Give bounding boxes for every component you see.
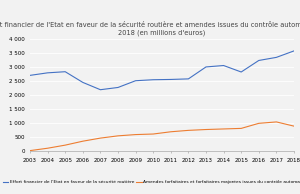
Effort financier de l'Etat en faveur de la sécurité routière	[274, 56, 278, 59]
Amendes forfaitaires et forfaitaires majorées issues du contrôle automatisé (RAE)	[292, 125, 296, 127]
Effort financier de l'Etat en faveur de la sécurité routière	[28, 74, 32, 76]
Amendes forfaitaires et forfaitaires majorées issues du contrôle automatisé (RAE)	[169, 131, 172, 133]
Amendes forfaitaires et forfaitaires majorées issues du contrôle automatisé (RAE)	[204, 128, 208, 131]
Amendes forfaitaires et forfaitaires majorées issues du contrôle automatisé (RAE)	[116, 135, 120, 137]
Effort financier de l'Etat en faveur de la sécurité routière	[292, 50, 296, 52]
Amendes forfaitaires et forfaitaires majorées issues du contrôle automatisé (RAE)	[63, 144, 67, 146]
Effort financier de l'Etat en faveur de la sécurité routière	[134, 80, 137, 82]
Effort financier de l'Etat en faveur de la sécurité routière	[116, 86, 120, 89]
Amendes forfaitaires et forfaitaires majorées issues du contrôle automatisé (RAE)	[239, 127, 243, 130]
Effort financier de l'Etat en faveur de la sécurité routière	[222, 64, 225, 67]
Amendes forfaitaires et forfaitaires majorées issues du contrôle automatisé (RAE)	[152, 133, 155, 135]
Effort financier de l'Etat en faveur de la sécurité routière	[169, 78, 172, 81]
Effort financier de l'Etat en faveur de la sécurité routière	[63, 71, 67, 73]
Amendes forfaitaires et forfaitaires majorées issues du contrôle automatisé (RAE)	[187, 129, 190, 132]
Effort financier de l'Etat en faveur de la sécurité routière	[152, 79, 155, 81]
Effort financier de l'Etat en faveur de la sécurité routière	[187, 78, 190, 80]
Amendes forfaitaires et forfaitaires majorées issues du contrôle automatisé (RAE)	[257, 122, 261, 125]
Legend: Effort financier de l'Etat en faveur de la sécurité routière, Amendes forfaitair: Effort financier de l'Etat en faveur de …	[1, 178, 300, 186]
Effort financier de l'Etat en faveur de la sécurité routière	[204, 66, 208, 68]
Line: Effort financier de l'Etat en faveur de la sécurité routière: Effort financier de l'Etat en faveur de …	[30, 51, 294, 90]
Effort financier de l'Etat en faveur de la sécurité routière	[99, 88, 102, 91]
Amendes forfaitaires et forfaitaires majorées issues du contrôle automatisé (RAE)	[28, 149, 32, 152]
Title: Effort financier de l'Etat en faveur de la sécurité routière et amendes issues d: Effort financier de l'Etat en faveur de …	[0, 22, 300, 36]
Amendes forfaitaires et forfaitaires majorées issues du contrôle automatisé (RAE)	[46, 147, 50, 149]
Amendes forfaitaires et forfaitaires majorées issues du contrôle automatisé (RAE)	[99, 137, 102, 139]
Amendes forfaitaires et forfaitaires majorées issues du contrôle automatisé (RAE)	[81, 140, 85, 142]
Amendes forfaitaires et forfaitaires majorées issues du contrôle automatisé (RAE)	[222, 128, 225, 130]
Effort financier de l'Etat en faveur de la sécurité routière	[46, 72, 50, 74]
Effort financier de l'Etat en faveur de la sécurité routière	[239, 71, 243, 73]
Effort financier de l'Etat en faveur de la sécurité routière	[257, 59, 261, 62]
Effort financier de l'Etat en faveur de la sécurité routière	[81, 81, 85, 84]
Amendes forfaitaires et forfaitaires majorées issues du contrôle automatisé (RAE)	[274, 121, 278, 123]
Line: Amendes forfaitaires et forfaitaires majorées issues du contrôle automatisé (RAE): Amendes forfaitaires et forfaitaires maj…	[30, 122, 294, 151]
Amendes forfaitaires et forfaitaires majorées issues du contrôle automatisé (RAE)	[134, 133, 137, 136]
